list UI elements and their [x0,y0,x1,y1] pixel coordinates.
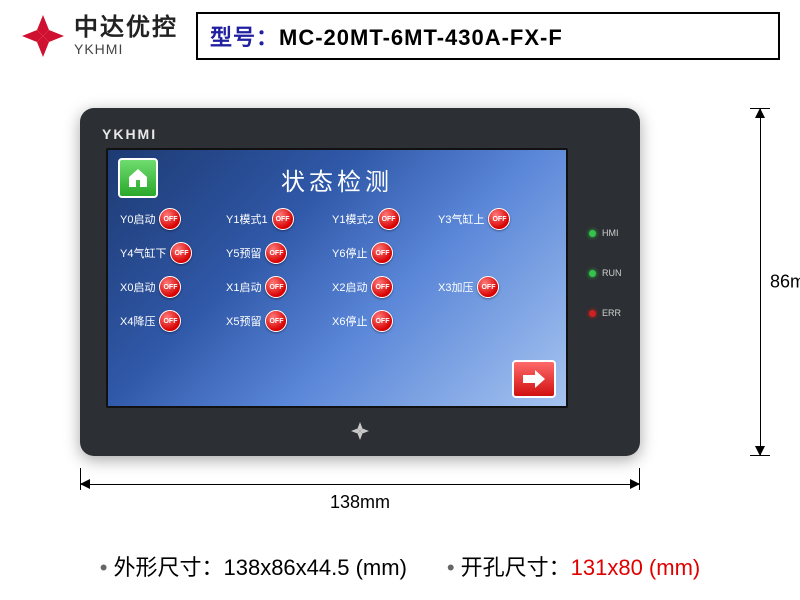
cutout-label: 开孔尺寸： [461,555,571,580]
diamond-logo-icon [20,13,66,59]
status-off-button[interactable]: OFF [159,276,181,298]
status-label: Y5预留 [226,245,261,261]
status-cell: X4降压OFF [120,310,226,332]
cutout-dim: •开孔尺寸：131x80 (mm) [447,550,700,582]
model-label: 型号： [210,25,279,50]
led-run-dot [589,270,596,277]
led-hmi-label: HMI [602,228,624,238]
status-cell: X1启动OFF [226,276,332,298]
status-cell: X3加压OFF [438,276,544,298]
brand-name-en: YKHMI [74,42,178,57]
status-label: Y6停止 [332,245,367,261]
footer: •外形尺寸：138x86x44.5 (mm) •开孔尺寸：131x80 (mm) [0,550,800,582]
status-label: Y3气缸上 [438,211,484,227]
status-row: Y0启动OFFY1模式1OFFY1模式2OFFY3气缸上OFF [120,208,554,230]
hmi-device: YKHMI 状态检测 Y0启动OFFY1模式1OFFY1模式2OFFY3气缸上O… [80,108,640,456]
dimension-height: 86mm [748,108,800,456]
status-off-button[interactable]: OFF [371,276,393,298]
status-label: X2启动 [332,279,367,295]
status-off-button[interactable]: OFF [170,242,192,264]
status-label: X3加压 [438,279,473,295]
status-row: Y4气缸下OFFY5预留OFFY6停止OFF [120,242,554,264]
led-err: ERR [589,308,624,318]
hmi-screen[interactable]: 状态检测 Y0启动OFFY1模式1OFFY1模式2OFFY3气缸上OFFY4气缸… [106,148,568,408]
status-cell: Y1模式1OFF [226,208,332,230]
status-cell: X2启动OFF [332,276,438,298]
cutout-value: 131x80 (mm) [571,555,701,580]
status-label: X0启动 [120,279,155,295]
screen-title: 状态检测 [108,150,566,204]
led-hmi-dot [589,230,596,237]
status-label: Y1模式1 [226,211,268,227]
brand-logo: 中达优控 YKHMI [20,13,178,59]
status-row: X0启动OFFX1启动OFFX2启动OFFX3加压OFF [120,276,554,298]
status-off-button[interactable]: OFF [477,276,499,298]
status-off-button[interactable]: OFF [265,310,287,332]
status-off-button[interactable]: OFF [265,242,287,264]
led-run: RUN [589,268,624,278]
status-label: X5预留 [226,313,261,329]
arrow-right-icon [521,368,547,390]
outline-label: 外形尺寸： [113,555,223,580]
status-label: X1启动 [226,279,261,295]
dimension-width-label: 138mm [80,492,640,513]
led-hmi: HMI [589,228,624,238]
status-cell: Y1模式2OFF [332,208,438,230]
stage: YKHMI 状态检测 Y0启动OFFY1模式1OFFY1模式2OFFY3气缸上O… [70,78,760,518]
home-button[interactable] [118,158,158,198]
status-label: X6停止 [332,313,367,329]
status-label: Y1模式2 [332,211,374,227]
bezel-diamond-icon [350,421,370,446]
status-cell: X5预留OFF [226,310,332,332]
status-row: X4降压OFFX5预留OFFX6停止OFF [120,310,554,332]
status-off-button[interactable]: OFF [371,242,393,264]
outline-dim: •外形尺寸：138x86x44.5 (mm) [100,550,407,582]
status-off-button[interactable]: OFF [371,310,393,332]
status-off-button[interactable]: OFF [159,310,181,332]
status-cell: X6停止OFF [332,310,438,332]
model-value: MC-20MT-6MT-430A-FX-F [279,25,563,50]
status-cell: Y3气缸上OFF [438,208,544,230]
status-cell: Y4气缸下OFF [120,242,226,264]
status-cell: Y0启动OFF [120,208,226,230]
status-cell: X0启动OFF [120,276,226,298]
status-label: Y4气缸下 [120,245,166,261]
brand-name-cn: 中达优控 [74,15,178,41]
outline-value: 138x86x44.5 (mm) [223,555,406,580]
status-cell: Y6停止OFF [332,242,438,264]
status-off-button[interactable]: OFF [378,208,400,230]
status-off-button[interactable]: OFF [488,208,510,230]
status-off-button[interactable]: OFF [265,276,287,298]
bezel-brand: YKHMI [102,126,626,142]
next-button[interactable] [512,360,556,398]
status-off-button[interactable]: OFF [159,208,181,230]
dimension-width: 138mm [80,474,640,502]
led-err-dot [589,310,596,317]
status-grid: Y0启动OFFY1模式1OFFY1模式2OFFY3气缸上OFFY4气缸下OFFY… [120,208,554,344]
led-run-label: RUN [602,268,624,278]
status-label: Y0启动 [120,211,155,227]
led-panel: HMI RUN ERR [589,228,624,318]
status-label: X4降压 [120,313,155,329]
led-err-label: ERR [602,308,624,318]
header: 中达优控 YKHMI 型号：MC-20MT-6MT-430A-FX-F [0,0,800,68]
status-cell: Y5预留OFF [226,242,332,264]
model-box: 型号：MC-20MT-6MT-430A-FX-F [196,12,780,60]
status-off-button[interactable]: OFF [272,208,294,230]
dimension-height-label: 86mm [770,272,800,293]
home-icon [126,166,150,190]
